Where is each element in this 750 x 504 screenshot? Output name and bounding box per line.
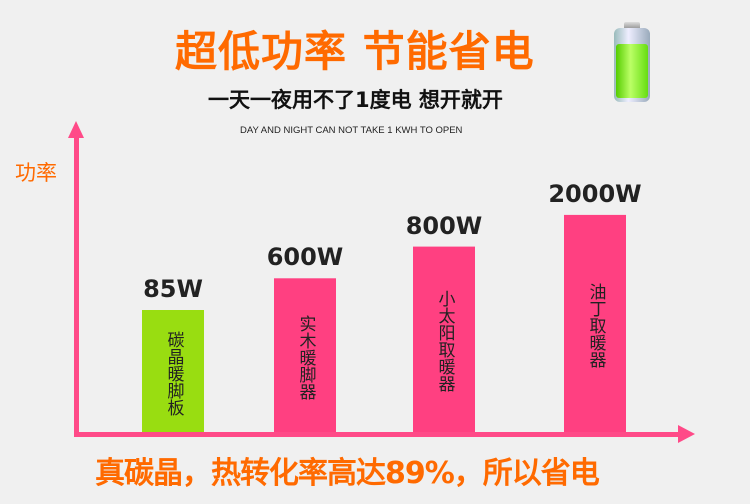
y-axis-label: 功率 [15, 161, 57, 185]
x-axis-arrow [678, 425, 695, 443]
battery-icon [614, 22, 650, 106]
english-subtitle: DAY AND NIGHT CAN NOT TAKE 1 KWH TO OPEN [240, 125, 463, 136]
bar-1 [142, 310, 204, 432]
bar-3 [413, 246, 475, 432]
value-label: 600W [266, 243, 344, 272]
bar-2 [274, 278, 336, 432]
footer-slogan: 真碳晶，热转化率高达89%，所以省电 [95, 456, 600, 491]
value-label: 2000W [548, 179, 642, 208]
category-label: 小太阳取暖器 [434, 290, 455, 393]
value-label: 85W [143, 275, 203, 303]
value-label: 800W [405, 211, 483, 240]
headline: 超低功率 节能省电 [175, 27, 535, 76]
x-axis [74, 432, 684, 437]
category-label: 实木暖脚器 [295, 314, 316, 400]
category-label: 碳晶暖脚板 [163, 330, 184, 416]
y-axis [74, 134, 79, 437]
category-label: 油丁取暖器 [585, 282, 606, 368]
y-axis-arrow [68, 121, 84, 138]
subtitle: 一天一夜用不了1度电 想开就开 [208, 88, 503, 112]
bar-4 [564, 214, 626, 432]
